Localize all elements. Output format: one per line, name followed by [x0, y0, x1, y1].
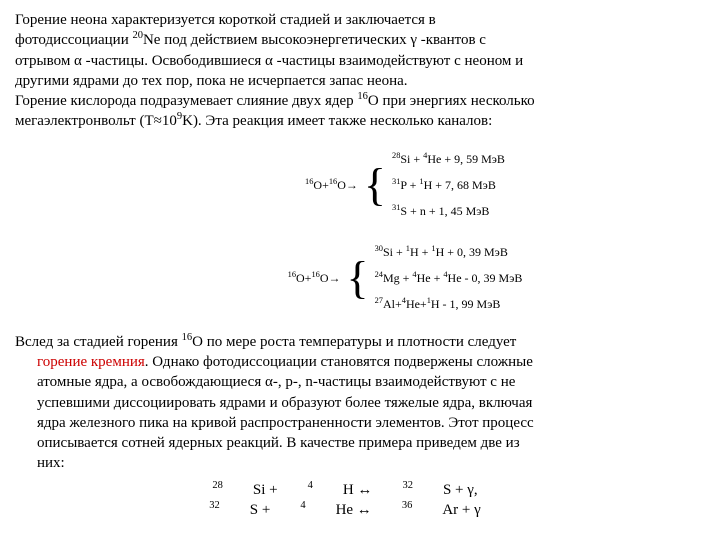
- p2-l4: успевшими диссоциировать ядрами и образу…: [15, 395, 532, 411]
- p1-l5sup: 16: [357, 91, 368, 102]
- p1-l4: другими ядрами до тех пор, пока не исчер…: [15, 73, 408, 89]
- p1-l2sup: 20: [132, 30, 143, 41]
- eq1-lb: O→: [337, 178, 358, 192]
- fb-t2: He ↔: [336, 500, 372, 520]
- eq2-r1a: Si +: [383, 245, 406, 259]
- eq2-r1s1: 30: [375, 244, 383, 253]
- brace-icon: {: [347, 260, 375, 297]
- p2-l1a: Вслед за стадией горения: [15, 334, 182, 350]
- fa-t3: S + γ,: [443, 480, 478, 500]
- eq1-r2b: H + 7, 68 МэВ: [424, 178, 496, 192]
- final-eq-a: 28 Si + 4 H ↔ 32 S + γ,: [212, 480, 507, 500]
- eq1-r1a: Si +: [400, 152, 423, 166]
- eq2-la-sup: 16: [288, 270, 296, 279]
- eq2-lb-sup: 16: [311, 270, 319, 279]
- eq2-r3c: H - 1, 99 МэВ: [431, 297, 501, 311]
- eq2-lb: O→: [320, 271, 341, 285]
- eq2-r1c: H + 0, 39 МэВ: [436, 245, 508, 259]
- brace-icon: {: [364, 167, 392, 204]
- eq1-r1b: He + 9, 59 МэВ: [427, 152, 505, 166]
- eq2-r2a: Mg +: [383, 271, 412, 285]
- eq2-r1b: H +: [410, 245, 431, 259]
- p1-l1: Горение неона характеризуется короткой с…: [15, 12, 436, 28]
- eq2-r3s1: 27: [375, 296, 383, 305]
- eq2-right: 30Si + 1H + 1H + 0, 39 МэВ 24Mg + 4He + …: [375, 239, 523, 318]
- final-equations: 28 Si + 4 H ↔ 32 S + γ, 32 S + 4 He ↔ 36 Ar + …: [15, 480, 705, 521]
- fb-s3: 36: [402, 500, 413, 511]
- eq2-r2s1: 24: [375, 270, 383, 279]
- eq1-r3a: S + n + 1, 45 МэВ: [400, 204, 489, 218]
- eq1-lb-sup: 16: [329, 177, 337, 186]
- p2-l6: описывается сотней ядерных реакций. В ка…: [15, 435, 520, 451]
- equation-block-2: 16O+16O→ { 30Si + 1H + 1H + 0, 39 МэВ 24…: [105, 239, 705, 318]
- p2-l5: ядра железного пика на кривой распростра…: [15, 415, 534, 431]
- eq2-r3a: Al+: [383, 297, 402, 311]
- fb-t3: Ar + γ: [442, 500, 480, 520]
- eq1-la: O+: [313, 178, 328, 192]
- p2-l7: них:: [15, 455, 65, 471]
- paragraph-1: Горение неона характеризуется короткой с…: [15, 10, 705, 132]
- p1-l5b: O при энергиях несколько: [368, 93, 535, 109]
- equation-block-1: 16O+16O→ { 28Si + 4He + 9, 59 МэВ 31P + …: [105, 146, 705, 225]
- eq2-r3b: He+: [406, 297, 427, 311]
- fa-t1: Si +: [253, 480, 278, 500]
- eq1-r2a: P +: [400, 178, 419, 192]
- fa-t2: H ↔: [343, 480, 373, 500]
- eq2-r2c: He - 0, 39 МэВ: [448, 271, 523, 285]
- p1-l2b: Ne под действием высокоэнергетических γ …: [143, 32, 486, 48]
- p1-l5a: Горение кислорода подразумевает слияние …: [15, 93, 357, 109]
- p1-l6b: K). Эта реакция имеет также несколько ка…: [182, 113, 492, 129]
- fa-s2: 4: [308, 480, 313, 491]
- p2-l2b: . Однако фотодиссоциации становятся подв…: [145, 354, 533, 370]
- fa-s1: 28: [212, 480, 223, 491]
- eq2-left: 16O+16O→: [288, 270, 347, 286]
- p2-l1b: O по мере роста температуры и плотности …: [192, 334, 516, 350]
- p1-l2a: фотодиссоциации: [15, 32, 132, 48]
- fb-s2: 4: [300, 500, 305, 511]
- eq2-r2b: He +: [417, 271, 444, 285]
- p1-l6a: мегаэлектронвольт (T≈10: [15, 113, 177, 129]
- fb-t1: S +: [250, 500, 271, 520]
- fa-s3: 32: [402, 480, 413, 491]
- p2-red: горение кремния: [37, 354, 145, 370]
- fb-s1: 32: [209, 500, 220, 511]
- eq1-right: 28Si + 4He + 9, 59 МэВ 31P + 1H + 7, 68 …: [392, 146, 505, 225]
- p2-l3: атомные ядра, а освобождающиеся α-, p-, …: [15, 374, 515, 390]
- eq1-left: 16O+16O→: [305, 177, 364, 193]
- p1-l3: отрывом α -частицы. Освободившиеся α -ча…: [15, 53, 523, 69]
- paragraph-2: Вслед за стадией горения 16O по мере рос…: [15, 332, 705, 474]
- eq2-la: O+: [296, 271, 311, 285]
- p2-l1sup: 16: [182, 332, 193, 343]
- final-eq-b: 32 S + 4 He ↔ 36 Ar + γ: [209, 500, 510, 520]
